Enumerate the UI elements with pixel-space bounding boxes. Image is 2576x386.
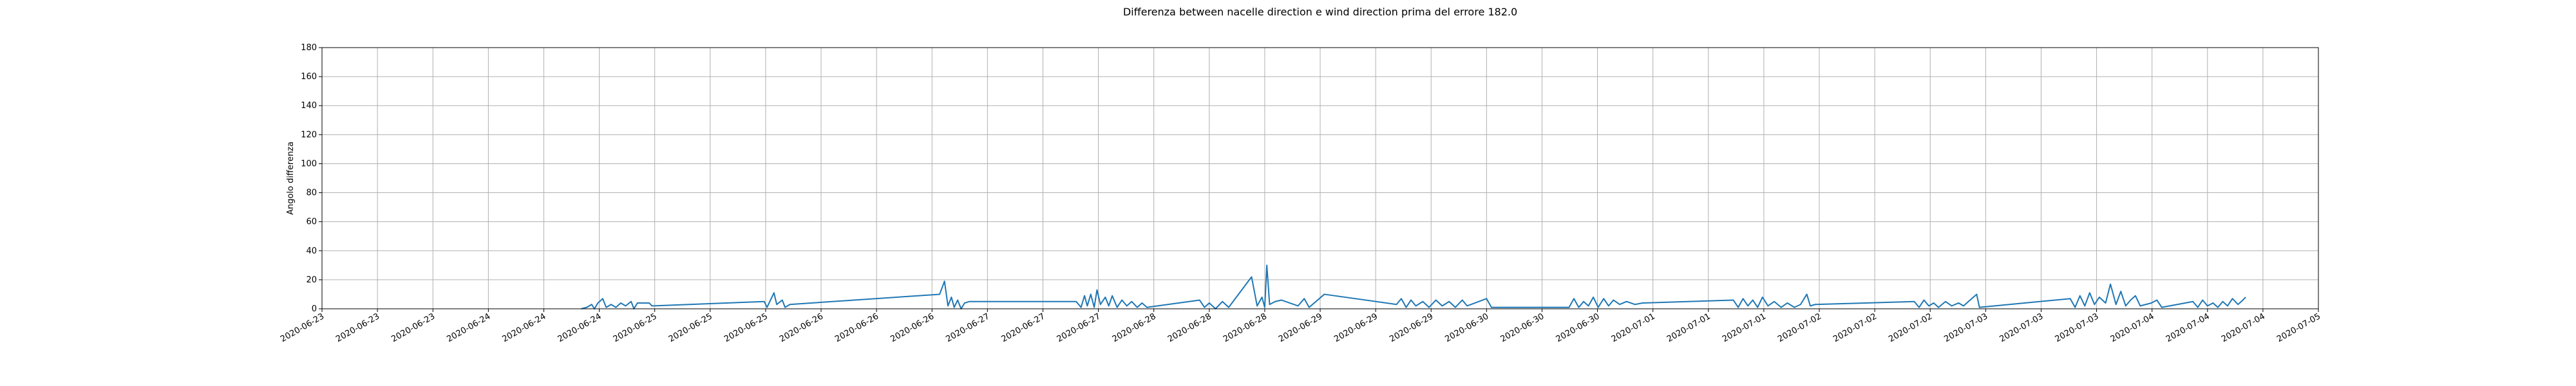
y-tick-label: 120 xyxy=(301,130,317,140)
plot-frame xyxy=(321,47,2319,309)
y-tick-label: 80 xyxy=(306,188,317,198)
y-tick-label: 0 xyxy=(312,304,317,314)
y-tick-label: 140 xyxy=(301,101,317,111)
chart-title: Differenza between nacelle direction e w… xyxy=(1123,6,1517,18)
y-axis-label: Angolo differenza xyxy=(286,142,296,215)
y-tick-label: 100 xyxy=(301,159,317,169)
y-tick-label: 20 xyxy=(306,275,317,285)
y-tick-label: 60 xyxy=(306,217,317,227)
y-tick-label: 160 xyxy=(301,72,317,82)
data-line xyxy=(581,264,2246,309)
y-tick-label: 40 xyxy=(306,246,317,256)
y-tick-label: 180 xyxy=(301,43,317,53)
